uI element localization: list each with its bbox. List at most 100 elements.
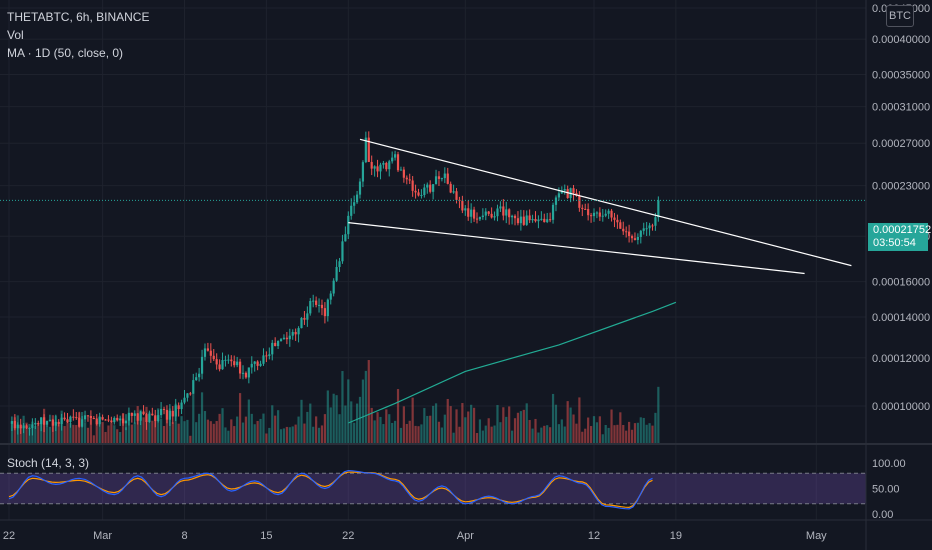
volume-bar xyxy=(613,425,616,443)
volume-bar xyxy=(121,413,125,443)
candle-body xyxy=(651,225,654,227)
volume-bar xyxy=(560,419,563,443)
stoch-legend[interactable]: Stoch (14, 3, 3) xyxy=(7,456,90,470)
volume-bar xyxy=(654,412,657,443)
candle-body xyxy=(475,218,479,220)
volume-bar xyxy=(247,399,250,443)
candlesticks[interactable] xyxy=(10,131,660,436)
candle-body xyxy=(282,337,286,340)
volume-bar xyxy=(472,407,476,443)
volume-bar xyxy=(557,424,560,443)
volume-bar xyxy=(37,424,40,443)
volume-bar xyxy=(162,426,166,443)
volume-bar xyxy=(89,418,92,443)
volume-bar xyxy=(151,420,154,443)
candle-body xyxy=(622,228,625,232)
price-axis[interactable]: 0.000450000.000400000.000350000.00031000… xyxy=(872,3,930,413)
ma-line xyxy=(348,301,677,424)
volume-bar xyxy=(315,416,318,443)
volume-bar xyxy=(107,425,110,443)
candle-body xyxy=(350,205,353,216)
volume-bar xyxy=(116,429,119,443)
candle-body xyxy=(113,417,116,423)
volume-bar xyxy=(277,410,280,443)
currency-badge[interactable]: BTC xyxy=(886,5,914,27)
volume-bar xyxy=(329,407,332,443)
volume-bar xyxy=(423,408,426,443)
volume-bar xyxy=(282,428,286,443)
volume-bar xyxy=(546,425,549,443)
stoch-band-lines xyxy=(0,472,866,505)
candle-body xyxy=(244,372,248,378)
volume-bar xyxy=(320,425,324,443)
volume-bar xyxy=(101,422,104,443)
volume-bar xyxy=(285,426,288,443)
candle-body xyxy=(154,415,157,422)
price-tick-label: 0.00035000 xyxy=(872,70,930,82)
volume-bar xyxy=(628,421,631,443)
volume-bar xyxy=(455,409,458,443)
volume-bar xyxy=(63,426,66,443)
volume-bar xyxy=(522,409,525,443)
upper-trendline[interactable] xyxy=(359,138,852,267)
candle-body xyxy=(551,204,555,220)
volume-bar xyxy=(347,379,350,443)
volume-bar xyxy=(312,426,315,443)
volume-legend[interactable]: Vol xyxy=(7,28,24,42)
volume-bar xyxy=(230,419,233,443)
volume-bar xyxy=(370,407,373,443)
candle-body xyxy=(449,183,452,193)
volume-bar xyxy=(531,428,534,443)
candle-body xyxy=(531,218,534,221)
candle-body xyxy=(358,181,362,195)
candle-body xyxy=(107,419,110,421)
volume-bar xyxy=(513,418,517,443)
volume-bar xyxy=(244,416,248,443)
candle-body xyxy=(151,413,154,416)
volume-bar xyxy=(288,427,291,443)
volume-bar xyxy=(484,425,487,443)
volume-bar xyxy=(323,414,326,443)
volume-bar xyxy=(648,423,651,443)
candle-body xyxy=(268,354,271,356)
volume-bar xyxy=(148,412,151,443)
ma-legend[interactable]: MA · 1D (50, close, 0) xyxy=(7,46,124,60)
stoch-axis[interactable]: 100.00 50.00 0.00 xyxy=(872,458,906,521)
volume-bar xyxy=(443,414,446,443)
candle-body xyxy=(534,218,537,222)
symbol-legend[interactable]: THETABTC, 6h, BINANCE xyxy=(7,10,150,24)
candle-body xyxy=(592,212,596,217)
candle-body xyxy=(370,161,373,169)
candle-body xyxy=(344,234,347,242)
volume-bar xyxy=(198,413,201,443)
volume-bar xyxy=(10,422,14,443)
volume-bar xyxy=(57,424,60,443)
volume-bar xyxy=(367,360,370,443)
volume-bar xyxy=(411,397,414,443)
candle-body xyxy=(502,206,505,216)
candle-body xyxy=(186,393,189,398)
candle-body xyxy=(37,422,40,425)
volume-bar xyxy=(633,423,637,443)
candle-body xyxy=(411,180,414,191)
stoch-tick-label: 0.00 xyxy=(872,509,893,521)
candle-body xyxy=(34,422,37,425)
candle-body xyxy=(198,373,201,378)
time-axis[interactable]: 22 Mar 8 15 22 Apr 12 19 May xyxy=(3,530,827,542)
volume-bar xyxy=(399,427,403,443)
candle-body xyxy=(589,215,593,217)
lower-trendline[interactable] xyxy=(348,222,805,275)
candle-body xyxy=(399,169,403,171)
volume-bar xyxy=(206,419,209,443)
candle-body xyxy=(373,166,376,169)
volume-bar xyxy=(224,427,227,443)
volume-bar xyxy=(379,416,382,443)
volume-bar xyxy=(274,415,277,443)
candle-body xyxy=(540,218,543,220)
volume-bar xyxy=(332,393,335,443)
candle-body xyxy=(233,361,236,366)
volume-bar xyxy=(537,432,540,443)
volume-bar xyxy=(584,428,587,443)
candle-body xyxy=(388,161,391,170)
